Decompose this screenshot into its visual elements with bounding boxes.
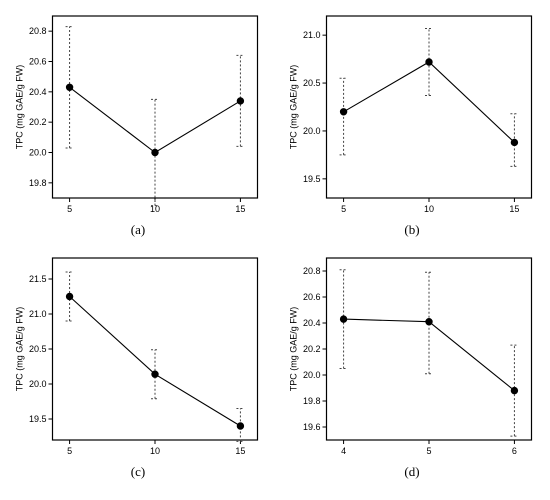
svg-text:20.0: 20.0 <box>29 379 47 389</box>
svg-text:20.4: 20.4 <box>303 318 321 328</box>
figure-grid: 19.8 20.0 20.2 20.4 20.6 20.8 5 10 15 TPC (mg GAE… <box>8 8 542 490</box>
svg-text:20.2: 20.2 <box>303 344 321 354</box>
caption-a: (a) <box>8 220 268 248</box>
svg-text:20.0: 20.0 <box>29 148 47 158</box>
svg-text:TPC (mg GAE/g FW): TPC (mg GAE/g FW) <box>15 307 25 392</box>
chart-c: 19.5 20.0 20.5 21.0 21.5 5 10 15 TPC (mg GAE/g F… <box>8 250 268 460</box>
svg-text:5: 5 <box>341 204 346 214</box>
svg-text:21.0: 21.0 <box>303 30 321 40</box>
svg-text:5: 5 <box>67 446 72 456</box>
svg-text:19.5: 19.5 <box>29 414 47 424</box>
svg-text:19.8: 19.8 <box>303 396 321 406</box>
svg-text:TPC (mg GAE/g FW): TPC (mg GAE/g FW) <box>289 65 299 150</box>
svg-text:TPC (mg GAE/g FW): TPC (mg GAE/g FW) <box>15 65 25 150</box>
svg-text:20.4: 20.4 <box>29 87 47 97</box>
svg-text:19.8: 19.8 <box>29 178 47 188</box>
svg-text:20.8: 20.8 <box>303 266 321 276</box>
svg-text:5: 5 <box>426 446 431 456</box>
svg-text:15: 15 <box>509 204 519 214</box>
svg-text:15: 15 <box>235 204 245 214</box>
caption-d: (d) <box>282 462 542 490</box>
chart-d: 19.6 19.8 20.0 20.2 20.4 20.6 20.8 4 5 6 TPC (mg G… <box>282 250 542 460</box>
svg-text:20.0: 20.0 <box>303 370 321 380</box>
svg-text:21.5: 21.5 <box>29 274 47 284</box>
svg-text:19.6: 19.6 <box>303 422 321 432</box>
svg-text:20.6: 20.6 <box>29 57 47 67</box>
svg-text:20.5: 20.5 <box>303 78 321 88</box>
svg-text:20.2: 20.2 <box>29 117 47 127</box>
svg-text:20.8: 20.8 <box>29 26 47 36</box>
chart-b: 19.5 20.0 20.5 21.0 5 10 15 TPC (mg GAE/g FW) <box>282 8 542 218</box>
svg-text:TPC (mg GAE/g FW): TPC (mg GAE/g FW) <box>289 307 299 392</box>
svg-text:10: 10 <box>424 204 434 214</box>
svg-text:15: 15 <box>235 446 245 456</box>
panel-a: 19.820.020.220.420.620.851015TPC (mg GAE… <box>8 8 268 218</box>
caption-c: (c) <box>8 462 268 490</box>
svg-text:20.6: 20.6 <box>303 292 321 302</box>
svg-text:4: 4 <box>341 446 346 456</box>
caption-b: (b) <box>282 220 542 248</box>
svg-text:21.0: 21.0 <box>29 309 47 319</box>
panel-b: 19.5 20.0 20.5 21.0 5 10 15 TPC (mg GAE/g FW) <box>282 8 542 218</box>
panel-c: 19.5 20.0 20.5 21.0 21.5 5 10 15 TPC (mg GAE/g F… <box>8 250 268 460</box>
svg-text:20.5: 20.5 <box>29 344 47 354</box>
svg-text:10: 10 <box>150 446 160 456</box>
svg-text:5: 5 <box>67 204 72 214</box>
chart-a: 19.820.020.220.420.620.851015TPC (mg GAE… <box>8 8 268 218</box>
svg-text:19.5: 19.5 <box>303 174 321 184</box>
svg-text:20.0: 20.0 <box>303 126 321 136</box>
panel-d: 19.6 19.8 20.0 20.2 20.4 20.6 20.8 4 5 6 TPC (mg G… <box>282 250 542 460</box>
svg-text:6: 6 <box>512 446 517 456</box>
